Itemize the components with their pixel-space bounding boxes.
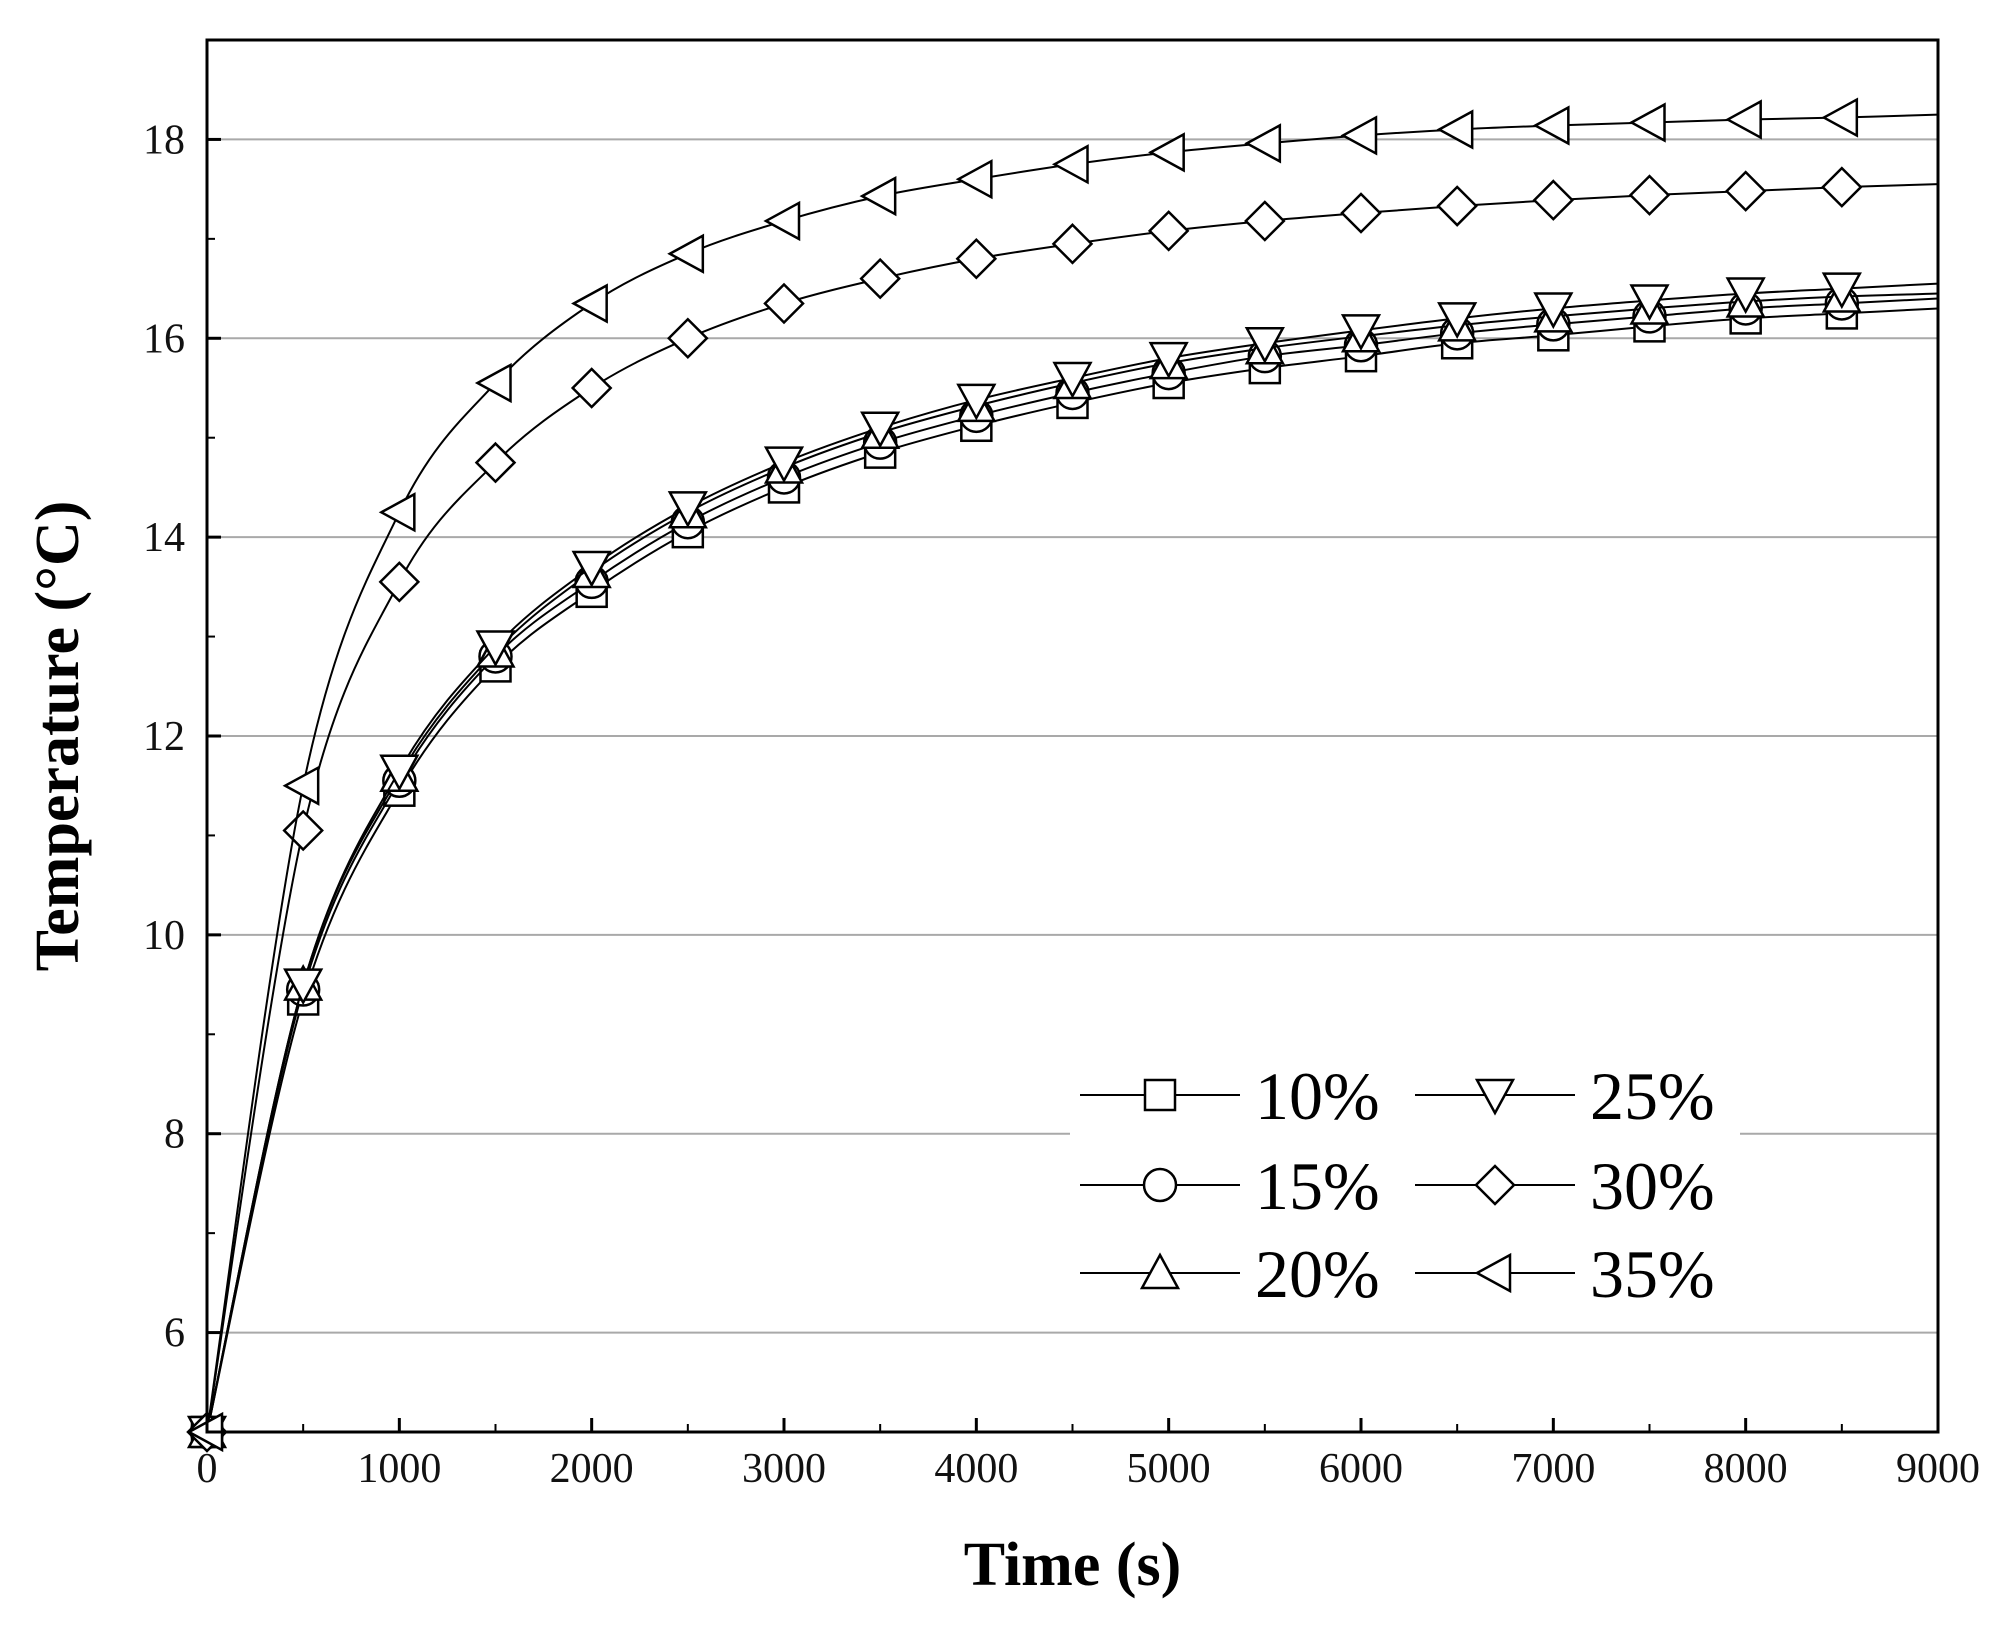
data-point (1821, 97, 1859, 138)
data-point (1340, 115, 1378, 156)
data-point (571, 283, 608, 324)
data-point (379, 754, 420, 792)
data-point (1148, 132, 1185, 173)
data-point (1532, 105, 1570, 146)
x-tick-label: 7000 (1511, 1446, 1595, 1492)
legend-label: 30% (1590, 1148, 1715, 1224)
x-tick-label: 8000 (1704, 1446, 1788, 1492)
x-tick-label: 4000 (934, 1446, 1018, 1492)
x-tick-label: 5000 (1127, 1446, 1211, 1492)
data-point (1148, 341, 1189, 379)
data-point (1147, 210, 1190, 252)
legend-marker (1142, 1167, 1178, 1203)
data-point (1244, 327, 1285, 364)
y-tick-label: 18 (143, 117, 185, 163)
data-point (1532, 179, 1575, 221)
legend-item: 25% (1415, 1058, 1715, 1134)
legend-item: 20% (1080, 1236, 1380, 1312)
data-point (859, 175, 897, 217)
y-axis-title: Temperature (°C) (24, 501, 92, 972)
data-point (1628, 174, 1671, 216)
data-point (1437, 302, 1478, 340)
y-tick-label: 14 (143, 515, 185, 561)
x-tick-label: 3000 (742, 1446, 826, 1492)
x-tick-label: 1000 (357, 1446, 441, 1492)
legend-label: 25% (1590, 1058, 1715, 1134)
data-point (667, 233, 705, 274)
y-tick-label: 12 (143, 714, 185, 760)
plot-series (186, 97, 1939, 1453)
data-point (860, 411, 901, 449)
data-point (1821, 272, 1862, 310)
data-point (1051, 144, 1089, 185)
data-point (859, 257, 901, 300)
axis-ticks: 0 1000 2000 3000 4000 5000 6000 7000 8000 9000 6 8 1… (143, 39, 1980, 1492)
data-point (667, 491, 708, 528)
legend: 10% 15% 20% 25% 30% 35% (1070, 1058, 1740, 1312)
data-point (1724, 170, 1767, 212)
data-point (282, 809, 324, 852)
data-point (1628, 102, 1666, 143)
data-point (571, 550, 612, 588)
data-point (1436, 109, 1474, 150)
y-tick-label: 16 (143, 316, 185, 362)
x-tick-label: 0 (197, 1446, 218, 1492)
data-point (1244, 123, 1282, 164)
data-point (1629, 284, 1670, 322)
data-point (1725, 277, 1766, 315)
legend-item: 30% (1415, 1148, 1715, 1224)
data-point (1340, 192, 1382, 234)
y-tick-label: 10 (143, 913, 185, 959)
data-point (763, 200, 801, 242)
data-point (763, 446, 805, 484)
data-point (1821, 166, 1863, 208)
x-tick-label: 9000 (1896, 1446, 1980, 1492)
y-tick-label: 6 (164, 1311, 185, 1357)
series-25pct (186, 272, 1939, 1453)
x-tick-label: 6000 (1319, 1446, 1403, 1492)
data-point (282, 765, 320, 806)
legend-marker (1143, 1078, 1177, 1112)
legend-background (1070, 1060, 1740, 1305)
legend-item: 35% (1415, 1236, 1715, 1312)
legend-item: 15% (1080, 1148, 1380, 1224)
data-point (475, 630, 516, 668)
legend-marker (1474, 1078, 1516, 1116)
series-line (206, 113, 1939, 1433)
legend-marker (1474, 1252, 1512, 1294)
data-point (1340, 314, 1382, 351)
data-point (474, 362, 512, 404)
data-point (378, 492, 416, 533)
series-35pct (186, 97, 1939, 1453)
data-point (1725, 99, 1762, 140)
data-point (283, 968, 324, 1006)
data-point (1436, 185, 1478, 227)
data-point (474, 441, 517, 484)
grid-lines (207, 138, 1938, 1334)
data-point (1051, 223, 1094, 265)
legend-marker (1474, 1164, 1516, 1206)
legend-label: 20% (1255, 1236, 1380, 1312)
data-point (955, 159, 993, 200)
x-tick-label: 2000 (550, 1446, 634, 1492)
data-point (763, 282, 805, 325)
data-point (378, 561, 421, 603)
data-point (955, 237, 998, 280)
legend-label: 15% (1255, 1148, 1380, 1224)
data-point (1052, 361, 1093, 399)
legend-marker (1139, 1252, 1181, 1290)
data-point (570, 367, 613, 409)
legend-item: 10% (1080, 1058, 1380, 1134)
data-point (956, 383, 997, 421)
data-point (1533, 292, 1574, 330)
data-point (667, 317, 709, 360)
x-axis-title: Time (s) (964, 1531, 1182, 1599)
data-point (1244, 200, 1286, 242)
legend-label: 10% (1255, 1058, 1380, 1134)
legend-label: 35% (1590, 1236, 1715, 1312)
y-tick-label: 8 (164, 1112, 185, 1158)
